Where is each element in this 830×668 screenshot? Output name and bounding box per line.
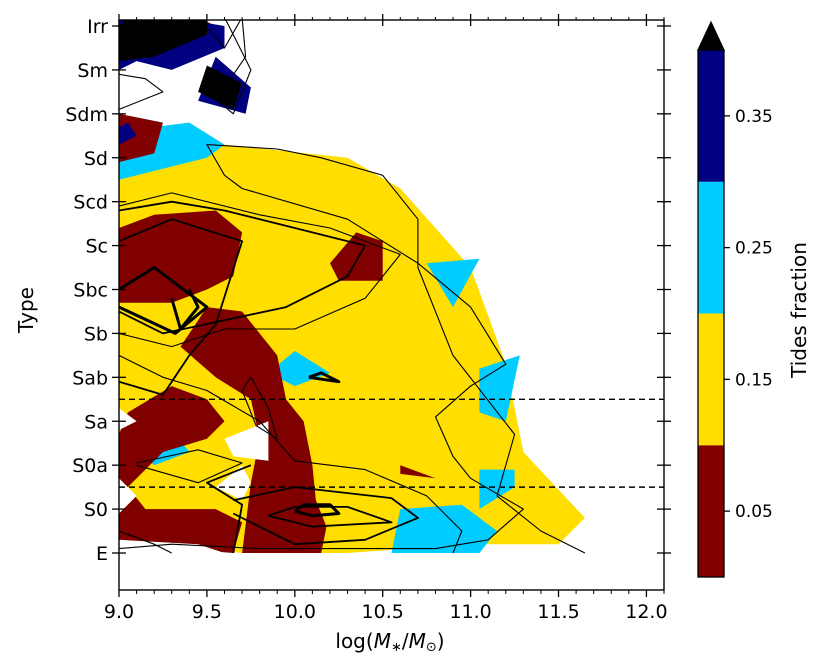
x-axis: 9.0 9.5 10.0 10.5 11.0 11.5 12.0 [104,14,668,623]
contour-thin-5 [241,376,278,440]
y-tick-label: Sbc [73,280,108,302]
contour-medium-9 [119,218,244,396]
colorbar-band-2 [698,181,724,314]
density-contours [119,20,586,554]
contour-thin-0 [119,144,586,554]
contour-medium-8 [119,200,367,335]
colorbar-band-0 [698,445,724,577]
contour-thin-7 [119,20,252,115]
y-tick-label: S0 [84,499,108,521]
x-tick-label: 10.0 [274,601,316,623]
contour-thin-6 [119,73,164,110]
contour-medium-12 [268,505,393,528]
colorbar-extend-arrow [697,20,725,51]
x-tick-label: 11.5 [537,601,579,623]
empty-region-5 [119,96,172,119]
white-patches [119,96,269,553]
y-tick-label: Sm [77,60,108,82]
colorbar-frame [697,49,725,578]
contour-thick-15 [293,503,341,518]
y-tick-label: Sd [84,148,108,170]
contour-thin-2 [119,192,401,348]
contour-thick-14 [170,288,200,331]
tides-region-12 [119,113,163,163]
x-axis-label: log(M∗/M⊙) [335,629,444,655]
tides-region-3 [479,355,520,422]
x-tick-label: 9.0 [104,601,134,623]
colorbar-tick-label: 0.35 [735,107,773,127]
tides-region-19 [198,65,243,110]
plot-area [119,20,664,554]
colorbar-band-1 [698,313,724,446]
colorbar-label: Tides fraction [787,242,811,379]
contour-thin-4 [136,449,243,484]
y-tick-label: Sc [85,236,108,258]
y-tick-label: S0a [72,455,108,477]
colorbar-band-3 [698,50,724,182]
dashed-divider-lines [119,398,664,488]
y-tick-label: Sb [84,323,108,345]
colorbar-tick-label: 0.15 [735,370,773,390]
y-tick-label: Sab [72,367,108,389]
contour-thin-1 [119,354,463,554]
contour-medium-10 [205,464,252,554]
x-tick-label: 12.0 [625,601,667,623]
tides-region-10 [119,210,243,303]
y-axis: E S0 S0a Sa Sab Sb Sbc Sc Scd Sd Sdm Sm Irr [65,16,671,565]
colorbar-tick-label: 0.25 [735,239,773,259]
contour-thick-16 [308,371,341,384]
contour-thin-3 [119,530,172,554]
contour-thick-13 [119,266,209,335]
y-tick-label: Sdm [65,104,108,126]
empty-region-4 [224,421,269,461]
colorbar-tick-label: 0.05 [735,502,773,522]
y-tick-label: Sa [84,411,108,433]
empty-region-2 [119,408,137,430]
y-tick-label: Irr [87,16,108,38]
y-tick-label: Scd [73,192,108,214]
x-tick-label: 10.5 [362,601,404,623]
x-tick-label: 9.5 [192,601,222,623]
y-tick-label: E [96,543,108,565]
filled-regions [119,20,585,553]
tides-region-2 [479,469,515,510]
empty-region-3 [215,465,251,501]
empty-region-0 [119,539,225,553]
tides-region-9 [180,307,327,553]
plot-frame [118,19,665,591]
tides-region-11 [330,232,383,281]
colorbar: 0.05 0.15 0.25 0.35 [697,20,773,578]
y-axis-label: Type [14,287,38,334]
tides-region-18 [119,20,207,62]
tides-region-4 [426,258,480,308]
tides-region-13 [400,465,436,479]
x-tick-label: 11.0 [449,601,491,623]
tides-region-8 [119,386,243,553]
tides-region-15 [119,122,137,145]
